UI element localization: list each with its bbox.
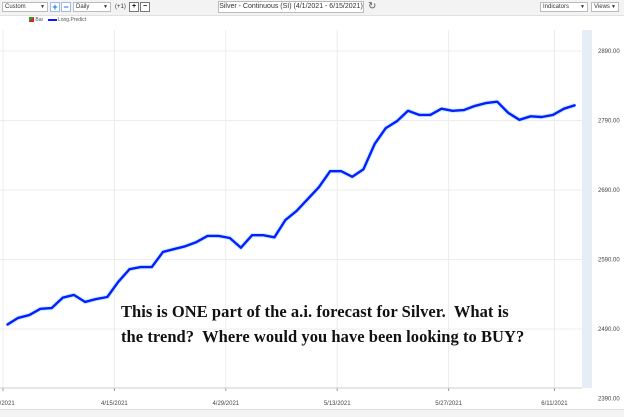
data-point: [39, 308, 42, 310]
zoom-in-button[interactable]: +: [50, 2, 60, 12]
annotation-line-1: This is ONE part of the a.i. forecast fo…: [121, 302, 509, 321]
data-point: [50, 307, 53, 309]
data-point: [28, 314, 31, 316]
data-point: [462, 109, 465, 111]
interval-select[interactable]: Daily ▼: [73, 2, 111, 12]
data-point: [384, 127, 387, 129]
x-tick-label: 4/15/2021: [101, 401, 128, 407]
data-point: [485, 102, 487, 104]
data-point: [418, 114, 420, 116]
data-point: [407, 109, 409, 112]
x-tick-label: 4/1/2021: [0, 401, 15, 407]
chevron-down-icon: ▼: [580, 4, 585, 10]
data-point: [17, 317, 19, 319]
y-tick-label: 2890.00: [598, 49, 620, 55]
data-point: [162, 251, 164, 253]
data-point: [73, 294, 75, 296]
data-point: [340, 170, 343, 173]
data-point: [295, 210, 298, 212]
data-point: [229, 237, 231, 239]
data-point: [151, 266, 153, 268]
annotation-line-2: the trend? Where would you have been loo…: [121, 327, 525, 346]
views-select-value: Views: [594, 4, 610, 10]
y-tick-label: 2590.00: [598, 258, 620, 264]
increase-button[interactable]: +: [129, 2, 139, 12]
data-point: [329, 170, 331, 173]
data-point: [540, 116, 543, 118]
decrease-button[interactable]: −: [140, 2, 150, 12]
data-point: [440, 107, 443, 110]
chevron-down-icon: ▼: [103, 4, 108, 10]
data-point: [518, 119, 521, 121]
data-point: [61, 296, 64, 299]
y-tick-label: 2390.00: [598, 397, 620, 403]
legend: Bar Long.Predict: [29, 17, 86, 23]
x-tick-label: 5/27/2021: [435, 401, 462, 407]
interval-select-value: Daily: [76, 4, 90, 10]
data-point: [507, 112, 510, 114]
data-point: [362, 168, 365, 170]
data-point: [240, 246, 242, 249]
views-select[interactable]: Views ▼: [591, 2, 619, 12]
data-point: [173, 248, 175, 250]
toolbar: Custom ▼ + − Daily ▼ (+1) + − Silver - Con…: [0, 0, 624, 16]
data-point: [396, 120, 398, 122]
data-point: [195, 241, 198, 243]
data-point: [206, 235, 209, 237]
data-point: [429, 114, 432, 116]
chevron-down-icon: ▼: [40, 4, 45, 10]
data-point: [217, 235, 220, 237]
indicators-select[interactable]: Indicators ▼: [540, 2, 588, 12]
data-point: [6, 324, 8, 326]
legend-bar-label[interactable]: Bar: [35, 17, 44, 23]
data-point: [117, 280, 120, 283]
data-point: [451, 109, 454, 112]
refresh-icon[interactable]: ↻: [368, 1, 377, 12]
data-point: [318, 186, 320, 189]
zoom-out-button[interactable]: −: [61, 2, 71, 12]
x-tick-label: 4/29/2021: [212, 401, 239, 407]
indicators-select-value: Indicators: [543, 4, 570, 10]
y-tick-label: 2790.00: [598, 119, 620, 125]
annotation: This is ONE part of the a.i. forecast fo…: [121, 299, 524, 349]
y-tick-label: 2490.00: [598, 327, 620, 333]
chart-title[interactable]: Silver - Continuous (SI) (4/1/2021 - 6/1…: [218, 1, 364, 13]
data-point: [84, 301, 86, 303]
data-point: [496, 100, 498, 103]
data-point: [184, 245, 187, 248]
legend-series-label[interactable]: Long.Predict: [57, 17, 87, 23]
data-point: [552, 114, 554, 116]
data-point: [95, 298, 97, 300]
data-point: [529, 115, 532, 118]
data-point: [262, 234, 265, 236]
x-tick-label: 6/11/2021: [541, 401, 568, 407]
data-point: [251, 234, 253, 236]
series-line-long-predict: [6, 100, 576, 326]
data-point: [574, 104, 576, 107]
data-point: [373, 143, 376, 145]
horizontal-scrollbar[interactable]: [0, 409, 624, 417]
right-scroll-band: [582, 30, 592, 388]
data-point: [563, 107, 565, 110]
data-point: [474, 105, 476, 107]
series-legend-icon: [47, 18, 57, 21]
data-point: [284, 219, 287, 221]
x-tick-label: 5/13/2021: [324, 401, 351, 407]
data-point: [106, 296, 109, 298]
y-tick-label: 2690.00: [598, 188, 620, 194]
offset-label: (+1): [115, 4, 126, 10]
bar-legend-icon: [29, 17, 34, 23]
data-point: [128, 268, 131, 271]
data-point: [273, 236, 276, 239]
data-point: [306, 198, 309, 200]
chevron-down-icon: ▼: [611, 4, 616, 10]
series-line-glow: [5, 99, 576, 327]
data-point: [351, 175, 354, 178]
data-point: [139, 266, 142, 268]
period-select[interactable]: Custom ▼: [2, 2, 48, 12]
period-select-value: Custom: [5, 4, 26, 10]
